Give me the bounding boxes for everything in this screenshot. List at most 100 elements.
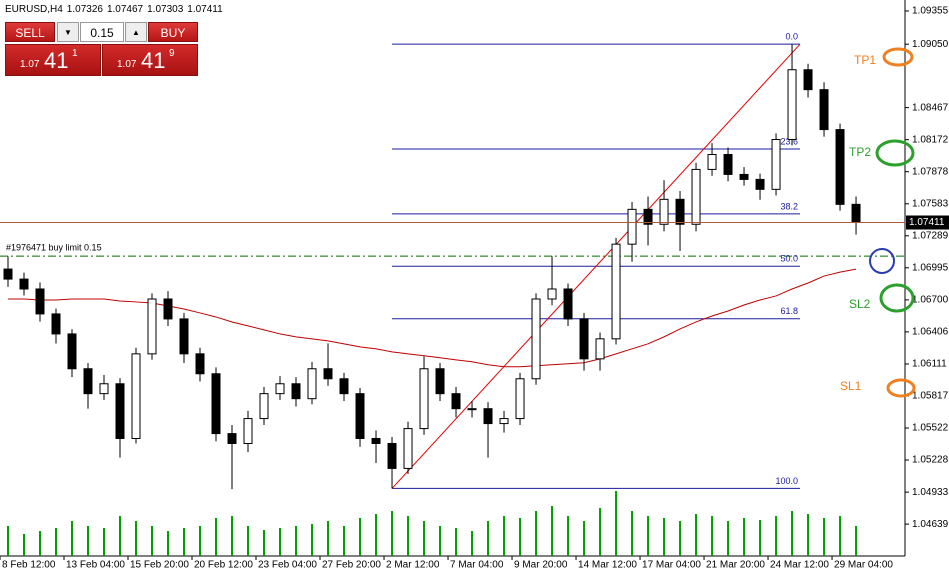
volume-bar [695,514,698,556]
volume-bar [855,526,858,556]
volume-bar [151,526,154,556]
sell-button[interactable]: SELL [5,22,55,42]
lot-down[interactable]: ▼ [57,22,79,42]
candle-body [835,129,845,205]
volume-bar [231,516,234,556]
volume-bar [7,526,10,556]
volume-bar [39,531,42,556]
price-big: 1.07 [117,59,137,70]
y-tick-label: 1.04639 [912,519,949,530]
volume-bar [631,511,634,556]
candle-body [179,318,189,355]
annotation-label: SL1 [840,379,862,393]
x-tick-label: 2 Mar 12:00 [386,560,440,571]
price-fraction: 1 [72,48,78,59]
candle-body [403,428,413,469]
x-tick-label: 29 Mar 04:00 [834,560,893,571]
candle-body [675,198,685,225]
fib-label: 0.0 [786,32,799,42]
volume-bar [679,521,682,556]
candle-body [307,368,317,400]
ohlc-value: 1.07467 [106,4,144,15]
candle-body [419,368,429,430]
volume-bar [87,526,90,556]
volume-bar [551,506,554,556]
volume-bar [23,534,26,556]
y-tick-label: 1.09050 [912,39,949,50]
candle-body [387,442,397,469]
volume-bar [615,491,618,556]
ohlc-value: 1.07411 [187,4,223,15]
x-tick-label: 15 Feb 20:00 [130,560,189,571]
volume-bar [167,531,170,556]
ask-price[interactable]: 1.07 41 9 [102,44,198,76]
x-tick-label: 14 Mar 12:00 [578,560,637,571]
candle-body [787,69,797,140]
candle-body [531,298,541,380]
candle-body [691,168,701,225]
y-tick-label: 1.07878 [912,166,949,177]
x-tick-label: 20 Feb 12:00 [194,560,253,571]
annotation-label: TP2 [849,145,871,159]
volume-bar [519,518,522,556]
candle-body [595,338,605,360]
candle-body [99,383,109,395]
lot-size[interactable]: 0.15 [80,22,124,42]
y-tick-label: 1.06111 [912,359,947,370]
candle-body [3,268,13,280]
price-fraction: 9 [169,48,175,59]
volume-bar [583,521,586,556]
volume-bar [791,511,794,556]
candle-body [371,437,381,444]
fib-trend-line [391,43,801,489]
lot-up[interactable]: ▲ [125,22,147,42]
candle-body [547,288,557,300]
volume-bar [311,524,314,556]
volume-bar [135,521,138,556]
volume-bar [295,526,298,556]
y-tick-label: 1.05522 [912,423,949,434]
volume-bar [727,521,730,556]
annotation-ellipse [882,47,914,67]
ohlc-value: 1.07326 [66,4,103,15]
x-tick-label: 27 Feb 20:00 [322,560,381,571]
candle-body [131,353,141,439]
volume-bar [55,528,58,556]
y-tick-label: 1.09355 [912,6,949,17]
volume-bar [327,521,330,556]
y-tick-label: 1.07583 [912,198,949,209]
fib-label: 100.0 [776,476,799,486]
candle-body [515,378,525,420]
x-tick-label: 7 Mar 04:00 [450,560,504,571]
volume-bar [663,518,666,556]
candle-body [643,208,653,225]
volume-bar [759,520,762,556]
fib-label: 61.8 [781,306,799,316]
volume-bar [743,518,746,556]
candle-body [435,368,445,395]
candle-body [323,368,333,380]
buy-button[interactable]: BUY [148,22,198,42]
volume-bar [455,528,458,556]
candle-body [51,313,61,335]
candle-body [115,383,125,439]
ohlc-value: 1.07303 [147,4,184,15]
volume-bar [71,521,74,556]
volume-bar [407,516,410,556]
candle-body [211,373,221,435]
candle-body [355,393,365,439]
volume-bar [775,516,778,556]
y-tick-label: 1.06700 [912,295,949,306]
candle-body [851,203,861,224]
fib-label: 50.0 [781,254,799,264]
candle-body [723,154,733,175]
volume-bar [711,516,714,556]
candle-body [19,278,29,290]
volume-bar [263,530,266,556]
volume-bar [423,521,426,556]
bid-price[interactable]: 1.07 41 1 [5,44,101,76]
volume-bar [391,511,394,556]
x-tick-label: 9 Mar 20:00 [514,560,568,571]
candle-body [563,288,573,320]
